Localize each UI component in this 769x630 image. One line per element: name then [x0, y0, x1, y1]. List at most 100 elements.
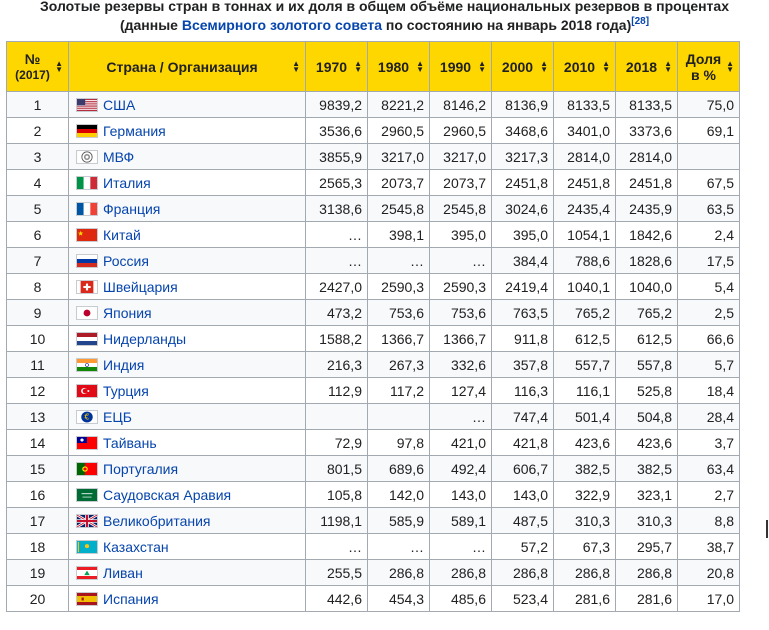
svg-text:€: € [84, 412, 89, 421]
value-cell-1990: 421,0 [429, 429, 492, 456]
taiwan-flag-icon[interactable] [76, 435, 98, 450]
country-link[interactable]: Нидерланды [103, 330, 187, 347]
value-cell-1970: 255,5 [305, 559, 368, 586]
russia-flag-icon[interactable] [76, 253, 98, 268]
table-row: 5 Франция 3138,6 2545,8 2545,8 3024,6 2435,4 24… [6, 195, 740, 222]
year-2010-header[interactable]: 2010 ▲ ▼ [553, 41, 616, 92]
country-link[interactable]: Казахстан [103, 538, 169, 555]
year-label: 2010 [563, 58, 596, 75]
saudi-arabia-flag-icon[interactable] [76, 487, 98, 502]
value-cell-1990: 485,6 [429, 585, 492, 612]
country-link[interactable]: Италия [103, 174, 151, 191]
country-link[interactable]: Япония [103, 304, 152, 321]
value-cell-2018: 504,8 [615, 403, 678, 430]
value-cell-1980: 8221,2 [367, 91, 430, 118]
germany-flag-icon[interactable] [76, 123, 98, 138]
country-link[interactable]: Испания [103, 590, 159, 607]
table-row: 15 Португалия 801,5 689,6 492,4 606,7 382,5 382… [6, 455, 740, 482]
value-cell-2000: 116,3 [491, 377, 554, 404]
rank-header-label: № [24, 50, 41, 67]
france-flag-icon[interactable] [76, 201, 98, 216]
value-cell-2018: 1040,0 [615, 273, 678, 300]
rank-cell: 7 [6, 247, 69, 274]
country-cell: Япония [68, 299, 306, 326]
switzerland-flag-icon[interactable] [76, 279, 98, 294]
share-cell: 69,1 [677, 117, 740, 144]
value-cell-2018: 557,8 [615, 351, 678, 378]
imf-logo-icon[interactable] [76, 149, 98, 164]
spain-flag-icon[interactable] [76, 591, 98, 606]
rank-cell: 2 [6, 117, 69, 144]
country-link[interactable]: Великобритания [103, 512, 211, 529]
china-flag-icon[interactable] [76, 227, 98, 242]
share-header[interactable]: Доля в % ▲ ▼ [677, 41, 740, 92]
value-cell-2000: 2419,4 [491, 273, 554, 300]
sort-icon: ▲ ▼ [664, 58, 672, 74]
lebanon-flag-icon[interactable] [76, 565, 98, 580]
netherlands-flag-icon[interactable] [76, 331, 98, 346]
rank-header[interactable]: № (2017) ▲ ▼ [6, 41, 69, 92]
year-label: 1990 [439, 58, 472, 75]
ecb-logo-icon[interactable]: € [76, 409, 98, 424]
india-flag-icon[interactable] [76, 357, 98, 372]
year-1980-header[interactable]: 1980 ▲ ▼ [367, 41, 430, 92]
value-cell-1980: 1366,7 [367, 325, 430, 352]
country-link[interactable]: Португалия [103, 460, 179, 477]
country-link[interactable]: Ливан [103, 564, 143, 581]
rank-cell: 11 [6, 351, 69, 378]
value-cell-2010: 281,6 [553, 585, 616, 612]
year-1970-header[interactable]: 1970 ▲ ▼ [305, 41, 368, 92]
country-cell: Испания [68, 585, 306, 612]
value-cell-2000: 384,4 [491, 247, 554, 274]
kazakhstan-flag-icon[interactable] [76, 539, 98, 554]
value-cell-1970: 2427,0 [305, 273, 368, 300]
sort-icon: ▲ ▼ [292, 58, 300, 74]
value-cell-1980: 3217,0 [367, 143, 430, 170]
country-link[interactable]: Франция [103, 200, 161, 217]
portugal-flag-icon[interactable] [76, 461, 98, 476]
value-cell-1990: 395,0 [429, 221, 492, 248]
value-cell-1980: 2545,8 [367, 195, 430, 222]
country-link[interactable]: Саудовская Аравия [103, 486, 232, 503]
country-header[interactable]: Страна / Организация ▲ ▼ [68, 41, 306, 92]
table-row: 10 Нидерланды 1588,2 1366,7 1366,7 911,8 612,5… [6, 325, 740, 352]
country-link[interactable]: Германия [103, 122, 166, 139]
share-cell: 8,8 [677, 507, 740, 534]
value-cell-2018: 2451,8 [615, 169, 678, 196]
value-cell-2000: 143,0 [491, 481, 554, 508]
value-cell-1990: 753,6 [429, 299, 492, 326]
value-cell-2000: 395,0 [491, 221, 554, 248]
country-link[interactable]: Китай [103, 226, 141, 243]
country-link[interactable]: Россия [103, 252, 149, 269]
reference-link[interactable]: [28] [631, 16, 650, 27]
country-link[interactable]: Тайвань [103, 434, 157, 451]
table-row: 20 Испания 442,6 454,3 485,6 523,4 281,6 281,6 1… [6, 585, 740, 612]
italy-flag-icon[interactable] [76, 175, 98, 190]
country-link[interactable]: Индия [103, 356, 145, 373]
country-link[interactable]: МВФ [103, 148, 135, 165]
wgc-link[interactable]: Всемирного золотого совета [181, 17, 382, 33]
value-cell-1990: 2960,5 [429, 117, 492, 144]
year-2000-header[interactable]: 2000 ▲ ▼ [491, 41, 554, 92]
uk-flag-icon[interactable] [76, 513, 98, 528]
country-link[interactable]: Турция [103, 382, 149, 399]
year-2018-header[interactable]: 2018 ▲ ▼ [615, 41, 678, 92]
usa-flag-icon[interactable] [76, 97, 98, 112]
country-link[interactable]: Швейцария [103, 278, 178, 295]
value-cell-2000: 606,7 [491, 455, 554, 482]
share-cell: 5,4 [677, 273, 740, 300]
value-cell-2010: 8133,5 [553, 91, 616, 118]
country-header-label: Страна / Организация [106, 58, 258, 75]
country-cell: Нидерланды [68, 325, 306, 352]
japan-flag-icon[interactable] [76, 305, 98, 320]
value-cell-1970: 3855,9 [305, 143, 368, 170]
country-link[interactable]: США [103, 96, 136, 113]
turkey-flag-icon[interactable] [76, 383, 98, 398]
country-link[interactable]: ЕЦБ [103, 408, 132, 425]
country-cell: Китай [68, 221, 306, 248]
value-cell-1980: 117,2 [367, 377, 430, 404]
table-row: 14 Тайвань 72,9 97,8 421,0 421,8 423,6 423,6 3,7 [6, 429, 740, 456]
value-cell-1970: 216,3 [305, 351, 368, 378]
year-1990-header[interactable]: 1990 ▲ ▼ [429, 41, 492, 92]
value-cell-2010: 1040,1 [553, 273, 616, 300]
